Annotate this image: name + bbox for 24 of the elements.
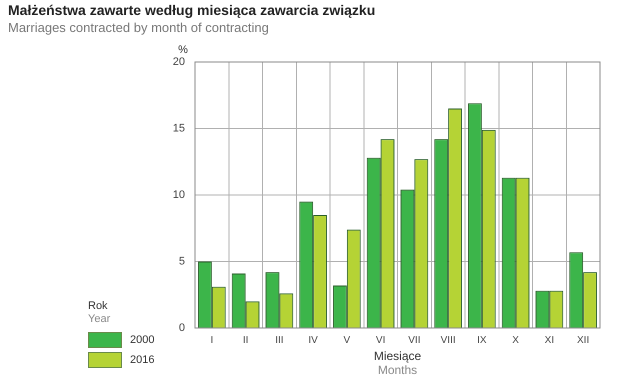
- y-axis-title: %: [178, 44, 188, 56]
- chart-subtitle: Marriages contracted by month of contracting: [8, 20, 269, 35]
- y-tick-label: 20: [172, 56, 185, 68]
- y-tick-label: 5: [178, 256, 185, 268]
- legend-label: 2016: [130, 354, 154, 366]
- x-tick-label: X: [512, 334, 520, 346]
- x-tick-label: III: [275, 334, 284, 346]
- x-tick-label: IX: [477, 334, 487, 346]
- x-axis-title: Miesiące Months: [374, 349, 422, 377]
- chart-title: Małżeństwa zawarte według miesiąca zawarcia związku: [8, 2, 376, 18]
- x-tick-label: V: [344, 334, 351, 346]
- x-tick-label: II: [242, 334, 248, 346]
- legend-label: 2000: [130, 334, 154, 346]
- y-tick-label: 0: [178, 322, 185, 334]
- x-tick-label: XII: [577, 334, 590, 346]
- legend-title: Rok Year: [88, 300, 112, 326]
- x-tick-label: XI: [544, 334, 554, 346]
- y-tick-label: 10: [172, 189, 185, 202]
- x-tick-label: IV: [308, 334, 318, 346]
- x-tick-label: I: [210, 334, 214, 346]
- x-tick-label: VI: [376, 334, 386, 346]
- x-tick-label: VIII: [440, 334, 456, 346]
- y-tick-label: 15: [172, 122, 185, 135]
- x-tick-label: VII: [408, 334, 420, 346]
